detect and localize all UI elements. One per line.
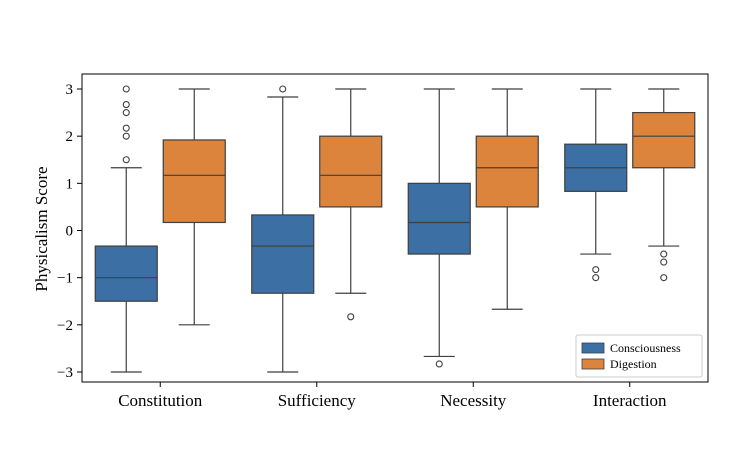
outlier-point	[122, 132, 130, 140]
legend: Consciousness Digestion	[575, 334, 703, 378]
legend-swatch	[581, 342, 605, 354]
plot-area	[94, 85, 696, 373]
outlier-point	[592, 266, 600, 274]
legend-swatch	[581, 358, 605, 370]
box-digestion-interaction	[632, 88, 696, 282]
box-digestion-constitution	[162, 88, 226, 326]
y-tick-label: −2	[57, 318, 73, 334]
box-body	[251, 214, 315, 294]
y-tick-label: −1	[57, 271, 73, 287]
x-tick-label: Interaction	[593, 391, 667, 410]
outlier-point	[660, 258, 668, 266]
box-consciousness-necessity	[407, 88, 471, 368]
y-tick-label: 3	[66, 82, 74, 98]
x-axis: Constitution Sufficiency Necessity Interact…	[118, 382, 667, 410]
box-body	[94, 245, 158, 302]
x-tick-label: Necessity	[440, 391, 507, 410]
legend-label: Digestion	[610, 357, 657, 371]
y-tick-label: 2	[66, 129, 74, 145]
box-body	[475, 135, 539, 208]
box-body	[319, 135, 383, 208]
outlier-point	[279, 85, 287, 93]
y-axis: 3 2 1 0 −1 −2 −3	[57, 82, 82, 381]
outlier-point	[435, 360, 443, 368]
legend-box	[575, 334, 703, 378]
outlier-point	[122, 124, 130, 132]
box-body	[632, 111, 696, 169]
box-digestion-necessity	[475, 88, 539, 310]
outlier-point	[122, 109, 130, 117]
outlier-point	[660, 250, 668, 258]
box-digestion-sufficiency	[319, 88, 383, 321]
y-tick-label: −3	[57, 365, 73, 381]
y-tick-label: 1	[66, 176, 74, 192]
outlier-point	[122, 156, 130, 164]
box-body	[162, 139, 226, 224]
outlier-point	[122, 101, 130, 109]
legend-label: Consciousness	[610, 341, 681, 355]
y-tick-label: 0	[66, 224, 74, 240]
box-consciousness-sufficiency	[251, 85, 315, 373]
outlier-point	[122, 85, 130, 93]
outlier-point	[660, 274, 668, 282]
x-tick-label: Sufficiency	[278, 391, 357, 410]
outlier-point	[347, 313, 355, 321]
box-consciousness-constitution	[94, 85, 158, 373]
outlier-point	[592, 274, 600, 282]
box-consciousness-interaction	[564, 88, 628, 282]
plot-frame	[81, 73, 709, 383]
x-tick-label: Constitution	[118, 391, 203, 410]
box-body	[407, 182, 471, 255]
y-axis-title: Physicalism Score	[32, 166, 51, 291]
